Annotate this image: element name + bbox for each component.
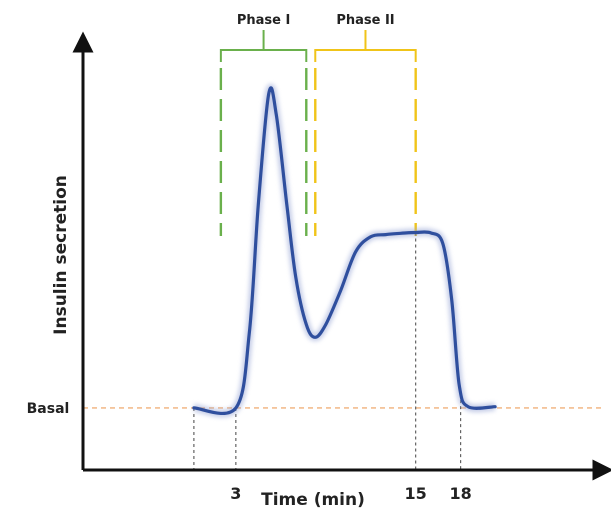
phase-bracket-top: [314, 49, 417, 62]
phase-label: Phase I: [237, 13, 290, 28]
phase-bracket-2: Phase II: [314, 13, 417, 236]
x-axis-label: Time (min): [261, 490, 365, 510]
y-axis-label: Insulin secretion: [51, 175, 71, 335]
phase-label: Phase II: [336, 13, 394, 28]
x-tick-label-3: 3: [230, 484, 241, 503]
phase-bracket-1: Phase I: [219, 13, 308, 236]
basal-label: Basal: [27, 401, 70, 417]
x-tick-label-15: 15: [405, 484, 427, 503]
curve-glow: [193, 83, 496, 418]
insulin-curve: [192, 86, 497, 415]
x-tick-label-18: 18: [450, 484, 472, 503]
phase-bracket-top: [219, 49, 308, 62]
